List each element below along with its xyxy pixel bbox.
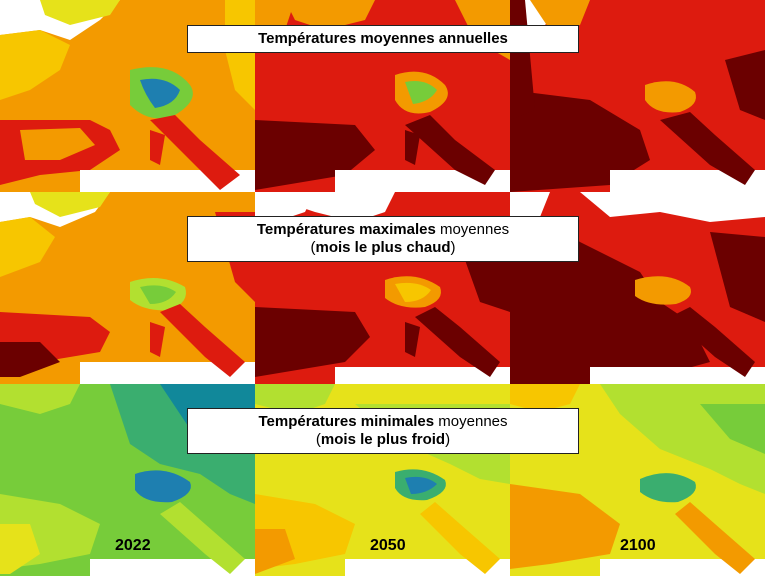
map-max-2022 <box>0 192 255 384</box>
banner-min-paren-close: ) <box>445 431 451 448</box>
banner-max-bold: Températures maximales <box>256 221 436 238</box>
map-max-2100 <box>510 192 765 384</box>
banner-min-temperatures: Températures minimales moyennes (mois le… <box>187 408 579 454</box>
year-label-2100: 2100 <box>620 537 656 554</box>
banner-max-temperatures: Températures maximales moyennes (mois le… <box>187 216 579 262</box>
banner-max-paren-open: ( <box>310 239 316 256</box>
year-label-2050: 2050 <box>370 537 406 554</box>
banner-mean-bold: Températures moyennes annuelles <box>258 30 508 47</box>
banner-max-normal: moyennes <box>435 221 510 238</box>
map-min-2100 <box>510 384 765 576</box>
banner-min-paren-bold: mois le plus froid <box>320 431 446 448</box>
banner-min-normal: moyennes <box>434 413 508 430</box>
year-label-2022: 2022 <box>115 537 151 554</box>
banner-mean-temperatures: Températures moyennes annuelles <box>187 25 579 53</box>
banner-min-bold: Températures minimales <box>258 413 435 430</box>
banner-min-paren-open: ( <box>315 431 321 448</box>
banner-max-paren-bold: mois le plus chaud <box>315 239 451 256</box>
banner-max-paren-close: ) <box>450 239 456 256</box>
